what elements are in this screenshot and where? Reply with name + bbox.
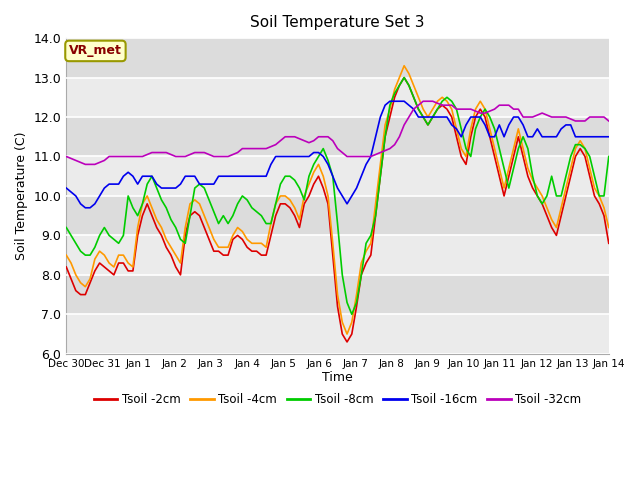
Tsoil -4cm	[605, 225, 612, 230]
Tsoil -8cm	[396, 83, 403, 88]
Tsoil -4cm	[63, 252, 70, 258]
Tsoil -4cm	[548, 217, 556, 223]
Tsoil -2cm	[134, 232, 141, 238]
Bar	[67, 314, 609, 354]
Tsoil -32cm	[81, 161, 89, 167]
X-axis label: Time: Time	[322, 372, 353, 384]
Y-axis label: Soil Temperature (C): Soil Temperature (C)	[15, 132, 28, 260]
Tsoil -8cm	[134, 213, 141, 218]
Tsoil -16cm	[548, 134, 556, 140]
Tsoil -16cm	[243, 173, 251, 179]
Tsoil -8cm	[267, 221, 275, 227]
Tsoil -4cm	[239, 228, 246, 234]
Tsoil -2cm	[186, 213, 194, 218]
Tsoil -8cm	[605, 154, 612, 159]
Tsoil -16cm	[272, 154, 280, 159]
Line: Tsoil -32cm: Tsoil -32cm	[67, 101, 609, 164]
Tsoil -4cm	[186, 201, 194, 207]
Tsoil -4cm	[134, 225, 141, 230]
Bar	[67, 196, 609, 235]
Tsoil -2cm	[605, 240, 612, 246]
Line: Tsoil -2cm: Tsoil -2cm	[67, 78, 609, 342]
Line: Tsoil -4cm: Tsoil -4cm	[67, 66, 609, 334]
Bar	[67, 117, 609, 156]
Legend: Tsoil -2cm, Tsoil -4cm, Tsoil -8cm, Tsoil -16cm, Tsoil -32cm: Tsoil -2cm, Tsoil -4cm, Tsoil -8cm, Tsoi…	[89, 389, 586, 411]
Tsoil -4cm	[343, 331, 351, 337]
Bar	[67, 275, 609, 314]
Tsoil -32cm	[243, 146, 251, 152]
Tsoil -32cm	[548, 114, 556, 120]
Tsoil -16cm	[139, 173, 147, 179]
Bar	[67, 156, 609, 196]
Tsoil -16cm	[400, 98, 408, 104]
Text: VR_met: VR_met	[69, 45, 122, 58]
Bar	[67, 38, 609, 78]
Tsoil -16cm	[191, 173, 198, 179]
Line: Tsoil -8cm: Tsoil -8cm	[67, 78, 609, 314]
Line: Tsoil -16cm: Tsoil -16cm	[67, 101, 609, 208]
Title: Soil Temperature Set 3: Soil Temperature Set 3	[250, 15, 425, 30]
Tsoil -2cm	[239, 237, 246, 242]
Tsoil -2cm	[267, 232, 275, 238]
Tsoil -2cm	[396, 83, 403, 88]
Tsoil -8cm	[239, 193, 246, 199]
Bar	[67, 78, 609, 117]
Tsoil -8cm	[348, 312, 356, 317]
Tsoil -2cm	[343, 339, 351, 345]
Tsoil -16cm	[81, 205, 89, 211]
Tsoil -2cm	[548, 225, 556, 230]
Tsoil -8cm	[548, 173, 556, 179]
Tsoil -4cm	[400, 63, 408, 69]
Tsoil -32cm	[63, 154, 70, 159]
Tsoil -8cm	[63, 225, 70, 230]
Tsoil -4cm	[396, 75, 403, 81]
Tsoil -32cm	[272, 142, 280, 147]
Tsoil -32cm	[139, 154, 147, 159]
Bar	[67, 235, 609, 275]
Tsoil -8cm	[400, 75, 408, 81]
Tsoil -4cm	[267, 221, 275, 227]
Tsoil -32cm	[396, 134, 403, 140]
Tsoil -2cm	[400, 75, 408, 81]
Tsoil -16cm	[386, 98, 394, 104]
Tsoil -16cm	[63, 185, 70, 191]
Tsoil -8cm	[186, 213, 194, 218]
Tsoil -2cm	[63, 264, 70, 270]
Tsoil -32cm	[605, 118, 612, 124]
Tsoil -32cm	[419, 98, 427, 104]
Tsoil -32cm	[191, 150, 198, 156]
Tsoil -16cm	[605, 134, 612, 140]
